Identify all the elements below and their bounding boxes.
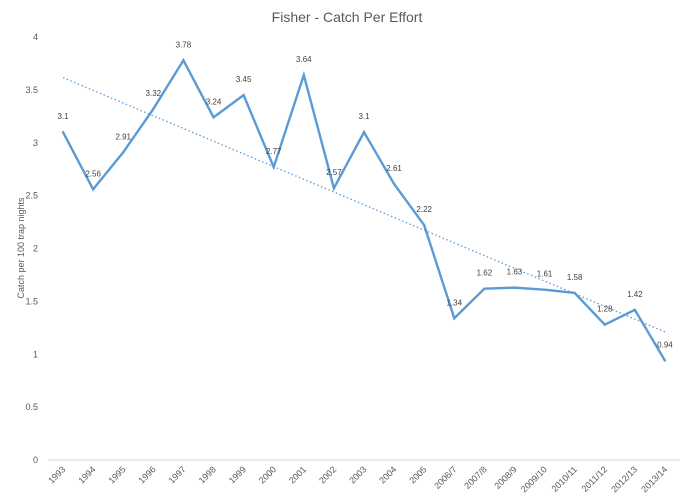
data-label: 1.28 [597,305,613,314]
data-point [663,359,667,362]
data-label: 3.78 [176,40,192,49]
data-point [182,59,185,62]
data-point [242,93,245,97]
chart-title: Fisher - Catch Per Effort [272,9,423,25]
data-label: 3.1 [57,112,69,121]
data-label: 2.61 [386,164,402,173]
data-point [122,151,125,154]
data-label: 3.24 [206,97,222,106]
y-tick-label: 3 [33,138,38,148]
data-labels: 3.1 2.56 2.91 3.32 3.78 3.24 3.45 2.77 3.64 2.57 3… [57,40,673,349]
data-label: 0.94 [657,341,673,350]
y-axis-ticks: 0 0.5 1 1.5 2 2.5 3 3.5 4 [25,32,38,465]
data-label: 3.45 [236,75,252,84]
y-tick-label: 0 [33,455,38,465]
data-point [513,286,516,289]
data-label: 2.57 [326,168,342,177]
data-point [633,308,637,312]
data-label: 2.56 [85,169,101,178]
data-label: 3.64 [296,55,312,64]
data-label: 2.77 [266,147,282,156]
data-point [453,317,456,320]
data-point [61,130,65,134]
data-point [152,107,155,111]
series-layer [61,57,667,362]
y-tick-label: 4 [33,32,38,42]
trendline [62,77,666,333]
y-tick-label: 1.5 [25,296,38,306]
data-point [272,165,275,169]
data-label: 3.32 [146,89,162,98]
data-point [483,287,486,290]
data-point [362,130,366,134]
data-point [573,291,576,295]
data-label: 1.62 [477,269,493,278]
data-point [603,323,606,326]
data-label: 1.61 [537,270,553,279]
data-label: 2.22 [416,205,432,214]
data-point [392,182,396,186]
y-tick-label: 0.5 [25,402,38,412]
data-point [422,224,426,227]
trendline-layer [62,77,666,333]
data-point [543,288,546,291]
data-label: 3.1 [358,112,370,121]
data-point [91,188,95,191]
data-point [302,73,306,77]
y-tick-label: 1 [33,349,38,359]
y-axis-label: Catch per 100 trap nights [16,197,26,299]
data-point [212,116,215,119]
data-label: 1.42 [627,290,643,299]
y-tick-label: 3.5 [25,85,38,95]
data-label: 1.63 [507,268,523,277]
data-label: 1.34 [446,298,462,307]
data-point [332,187,336,190]
y-tick-label: 2.5 [25,191,38,201]
data-label: 1.58 [567,273,583,282]
y-tick-label: 2 [33,244,38,254]
data-label: 2.91 [115,132,131,141]
